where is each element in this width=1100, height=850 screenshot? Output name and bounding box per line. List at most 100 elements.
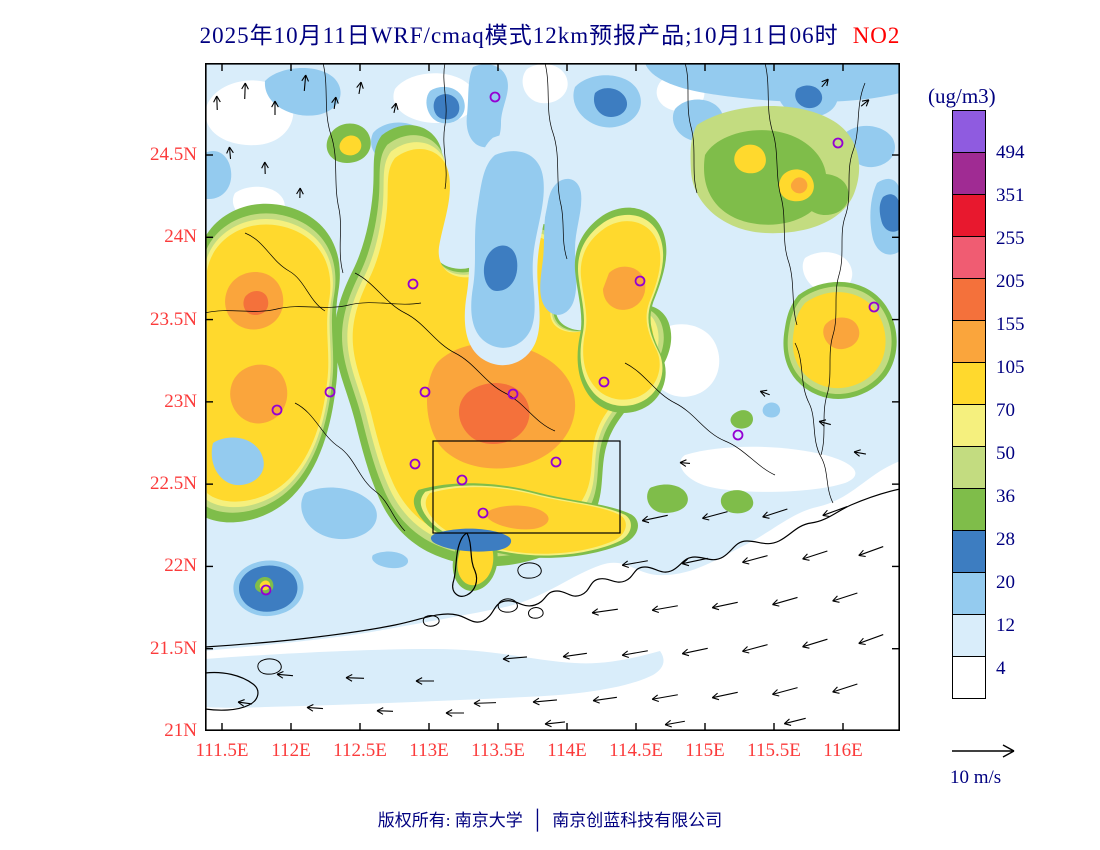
wind-arrow [853,451,867,455]
wind-arrow [760,390,770,396]
wind-arrow-barb [711,692,718,699]
colorbar-swatch [952,278,986,321]
wind-arrow-barb [306,706,314,712]
wind-arrow-barb [858,549,864,556]
contour-region [205,649,664,708]
wind-arrow-barb [271,100,276,108]
wind-arrow-barb [702,513,708,519]
wind-arrow-barb [832,595,838,602]
wind-arrow [592,608,618,614]
wind-arrow-barb [784,723,792,726]
wind-arrow-barb [861,99,869,102]
colorbar-level-label: 4 [996,658,1006,679]
wind-arrow-barb [296,187,301,195]
colorbar-swatch [952,404,986,447]
contour-region [680,446,856,492]
lon-tick-label: 115E [685,740,725,761]
lat-tick-label: 23N [164,390,197,412]
contour-region [458,382,530,444]
contour-region [522,64,568,104]
wind-arrow-barb [762,511,768,518]
wind-arrow-barb [652,698,660,703]
wind-arrow-barb [802,558,810,561]
map-frame [205,63,900,731]
wind-arrow [652,694,678,700]
wind-arrow [544,721,566,725]
colorbar-swatch [952,152,986,195]
wind-arrow-barb [832,691,840,694]
contour-region [593,88,628,117]
colorbar-swatch [952,320,986,363]
wind-arrow-barb [664,724,672,728]
station-marker [868,301,880,313]
wind-arrow-barb [621,650,629,656]
wind-arrow-barb [853,451,860,457]
colorbar: 494 351 255 205 155 105 70 50 36 28 20 12 4 [952,110,1072,714]
station-marker [419,386,431,398]
wind-arrow [563,652,587,658]
wind-arrow-barb [711,602,718,609]
wind-arrow-barb [415,680,423,685]
wind-arrow [228,146,232,160]
island-outline [422,615,440,627]
lat-tick-label: 24N [164,226,197,248]
wind-arrow [802,550,828,560]
contour-region [211,437,264,486]
lat-tick-label: 24.5N [150,144,197,165]
wind-arrow [502,656,528,660]
station-marker [489,91,501,103]
wind-arrow-barb [216,95,221,103]
contour-region [372,551,409,569]
wind-arrow-barb [360,81,364,89]
wind-arrow-barb [819,419,827,422]
wind-arrow-barb [664,719,671,726]
lon-tick-label: 114E [547,740,587,761]
wind-arrow-barb [562,656,570,660]
colorbar-level-label: 28 [996,529,1015,550]
wind-arrow-barb [858,554,866,558]
wind-arrow-barb [742,650,750,654]
wind-arrow [376,710,394,712]
wind-arrow-barb [742,557,748,563]
colorbar-swatch [952,530,986,573]
wind-arrow-barb [592,696,600,702]
wind-arrow [244,82,246,100]
lat-tick-label: 21.5N [150,637,197,659]
contour-region [339,135,362,156]
wind-arrow-barb [264,161,269,169]
province-border [244,232,326,312]
wind-arrow-barb [759,390,766,397]
wind-arrow [772,596,798,606]
wind-arrow-barb [742,646,748,652]
contour-region [205,151,232,199]
contour-region [430,528,512,552]
wind-arrow [682,557,708,565]
wind-arrow-barb [712,697,720,701]
wind-arrow [473,702,497,704]
wind-arrow-barb [822,514,830,518]
lon-tick-label: 114.5E [609,740,663,761]
province-border [624,362,776,476]
wind-arrow-barb [679,462,687,467]
wind-arrow-barb [702,517,710,521]
contour-region [540,178,582,315]
wind-arrow-barb [356,81,362,88]
wind-arrow-barb [802,553,808,560]
wind-arrow-barb [335,96,339,104]
wind-arrow [532,699,558,703]
wind-arrow-barb [681,558,688,565]
axis-ticks [205,63,900,731]
wind-arrow [276,673,294,677]
wind-arrow-barb [783,718,790,725]
colorbar-swatch [952,488,986,531]
contour-region [879,194,900,232]
contour-region [795,85,823,109]
wind-arrow [237,701,253,705]
wind-arrow [306,706,324,710]
wind-arrow-barb [762,516,770,519]
wind-arrow-barb [473,699,481,704]
wind-arrow-barb [802,641,808,648]
wind-reference-arrow-icon [952,744,1015,758]
wind-arrow-barb [306,704,314,708]
